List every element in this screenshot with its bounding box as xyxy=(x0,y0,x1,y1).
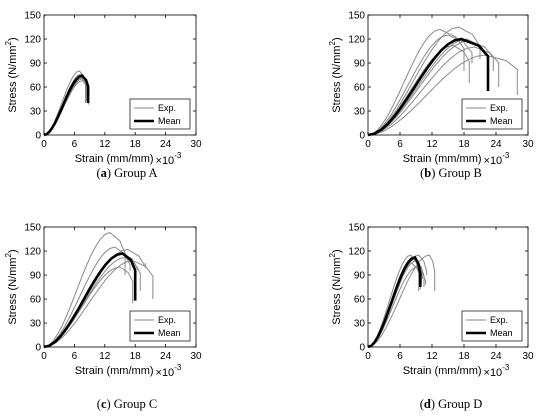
legend-box xyxy=(461,98,523,130)
chart-panel-a: 0 6 12 18 24 30 0 30 60 90 120 150 Exp. Mean Strain (m… xyxy=(4,11,202,181)
x-tick-label: 0 xyxy=(365,351,371,362)
series-exp-line xyxy=(43,246,131,348)
y-tick-label: 120 xyxy=(24,247,41,258)
legend-entry-exp: Exp. xyxy=(490,103,508,113)
x-tick-label: 24 xyxy=(160,351,172,362)
series-mean-line xyxy=(43,251,137,349)
y-tick-label: 150 xyxy=(348,11,365,22)
y-tick-label: 30 xyxy=(354,107,366,118)
y-tick-label: 90 xyxy=(30,271,42,282)
legend-entry-mean: Mean xyxy=(490,328,513,338)
y-tick-label: 120 xyxy=(24,35,41,46)
y-tick-label: 90 xyxy=(354,59,366,70)
x-tick-label: 18 xyxy=(458,139,470,150)
series-exp-line xyxy=(367,254,436,348)
y-tick-label: 60 xyxy=(30,83,42,94)
y-tick-label: 90 xyxy=(30,59,42,70)
x-tick-label: 6 xyxy=(397,351,403,362)
y-tick-label: 150 xyxy=(24,223,41,234)
legend-box xyxy=(461,310,523,342)
x-tick-label: 6 xyxy=(72,351,78,362)
y-tick-label: 30 xyxy=(30,107,42,118)
series-exp-line xyxy=(43,232,126,348)
x-axis-label: Strain (mm/mm) ×10-3 xyxy=(75,151,182,167)
y-tick-label: 120 xyxy=(348,35,365,46)
x-tick-label: 12 xyxy=(99,139,111,150)
y-tick-label: 150 xyxy=(348,223,365,234)
x-axis-label: Strain (mm/mm) ×10-3 xyxy=(403,151,510,167)
legend-entry-mean: Mean xyxy=(158,116,181,126)
x-tick-label: 6 xyxy=(72,139,78,150)
x-tick-label: 30 xyxy=(522,351,534,362)
figure-caption: (a) Group A xyxy=(96,166,157,180)
chart-panel-b: 0 6 12 18 24 30 0 30 60 90 120 150 Exp. Mean Strain (m… xyxy=(328,11,534,181)
x-tick-label: 30 xyxy=(190,139,202,150)
y-tick-label: 120 xyxy=(348,247,365,258)
y-tick-label: 0 xyxy=(359,131,365,142)
y-axis-label: Stress (N/mm2) xyxy=(4,37,19,112)
y-tick-label: 0 xyxy=(35,343,41,354)
figure-caption: (d) Group D xyxy=(420,397,483,411)
series-mean-line xyxy=(367,37,490,137)
figure-caption: (b) Group B xyxy=(420,166,482,180)
series-exp-line xyxy=(367,34,473,136)
legend-box xyxy=(129,310,191,342)
y-tick-label: 30 xyxy=(30,319,42,330)
x-tick-label: 0 xyxy=(365,139,371,150)
y-tick-label: 0 xyxy=(35,131,41,142)
y-axis-label: Stress (N/mm2) xyxy=(4,249,19,324)
y-axis-label: Stress (N/mm2) xyxy=(328,249,343,324)
legend-entry-exp: Exp. xyxy=(490,315,508,325)
legend-entry-exp: Exp. xyxy=(158,103,176,113)
legend-entry-exp: Exp. xyxy=(158,315,176,325)
x-tick-label: 18 xyxy=(130,351,142,362)
series-exp-line xyxy=(367,28,465,136)
x-tick-label: 24 xyxy=(490,139,502,150)
chart-panel-c: 0 6 12 18 24 30 0 30 60 90 120 150 Exp. Mean Strain (m… xyxy=(4,223,202,412)
series-mean-line xyxy=(43,74,90,137)
x-tick-label: 12 xyxy=(426,351,438,362)
legend-entry-mean: Mean xyxy=(158,328,181,338)
x-tick-label: 30 xyxy=(190,351,202,362)
series-mean-line xyxy=(367,255,422,349)
legend-entry-mean: Mean xyxy=(490,116,513,126)
y-tick-label: 150 xyxy=(24,11,41,22)
y-axis-label: Stress (N/mm2) xyxy=(328,37,343,112)
x-tick-label: 24 xyxy=(160,139,172,150)
x-tick-label: 30 xyxy=(522,139,534,150)
y-tick-label: 60 xyxy=(30,295,42,306)
x-axis-label: Strain (mm/mm) ×10-3 xyxy=(403,363,510,379)
y-tick-label: 60 xyxy=(354,83,366,94)
x-tick-label: 18 xyxy=(130,139,142,150)
x-tick-label: 12 xyxy=(426,139,438,150)
y-tick-label: 60 xyxy=(354,295,366,306)
x-tick-label: 0 xyxy=(41,139,47,150)
legend-box xyxy=(129,98,191,130)
y-tick-label: 30 xyxy=(354,319,366,330)
x-tick-label: 24 xyxy=(490,351,502,362)
series-exp-line xyxy=(43,260,154,348)
x-tick-label: 18 xyxy=(458,351,470,362)
chart-panel-d: 0 6 12 18 24 30 0 30 60 90 120 150 Exp. Mean Strain (m… xyxy=(328,223,534,412)
x-tick-label: 6 xyxy=(397,139,403,150)
y-tick-label: 90 xyxy=(354,271,366,282)
x-tick-label: 0 xyxy=(41,351,47,362)
y-tick-label: 0 xyxy=(359,343,365,354)
x-tick-label: 12 xyxy=(99,351,111,362)
x-axis-label: Strain (mm/mm) ×10-3 xyxy=(75,363,182,379)
series-exp-line xyxy=(367,26,481,136)
figure-caption: (c) Group C xyxy=(97,397,157,411)
series-exp-line xyxy=(367,46,500,136)
